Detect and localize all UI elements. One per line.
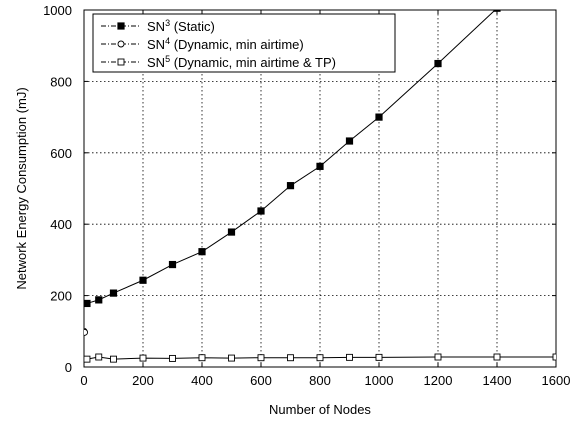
data-point <box>552 353 556 361</box>
y-tick-label: 1000 <box>43 3 72 18</box>
x-tick-label: 1600 <box>542 373 571 388</box>
legend: SN3 (Static) SN4 (Dynamic, min airtime) SN… <box>92 13 396 73</box>
legend-entry: SN4 (Dynamic, min airtime) <box>101 36 304 52</box>
data-point <box>316 162 324 170</box>
y-tick-label: 0 <box>65 360 72 375</box>
legend-box <box>92 13 396 73</box>
x-tick-label: 400 <box>191 373 213 388</box>
series-line <box>86 10 496 304</box>
data-point <box>227 228 236 236</box>
y-tick-label: 800 <box>50 74 72 89</box>
x-tick-label: 1200 <box>424 373 453 388</box>
grid <box>84 10 556 367</box>
series-3 <box>84 353 556 363</box>
data-point <box>375 113 383 121</box>
data-point <box>493 353 501 361</box>
data-point <box>286 182 295 190</box>
legend-label: SN4 (Dynamic, min airtime) <box>147 36 304 52</box>
data-point <box>139 276 147 284</box>
data-point <box>493 10 501 12</box>
axis-ticks: 0 200 400 600 800 1000 1200 1400 1600 0 200 400 600 8… <box>43 3 570 388</box>
data-point <box>375 353 383 361</box>
data-point <box>345 137 354 145</box>
data-point <box>95 353 103 361</box>
data-point <box>287 354 294 362</box>
data-point <box>168 260 177 269</box>
legend-label: SN3 (Static) <box>147 18 215 34</box>
legend-entry: SN5 (Dynamic, min airtime & TP) <box>101 54 336 70</box>
legend-marker <box>117 40 125 48</box>
y-tick-label: 200 <box>50 289 72 304</box>
y-tick-label: 400 <box>50 217 72 232</box>
data-point <box>434 353 442 361</box>
data-point <box>228 354 235 362</box>
data-point <box>110 355 117 363</box>
data-point <box>95 296 103 304</box>
data-point <box>434 59 442 68</box>
series-1 <box>84 10 501 308</box>
data-point <box>169 354 176 362</box>
data-point <box>84 299 91 308</box>
x-tick-label: 1400 <box>483 373 512 388</box>
data-point <box>139 354 147 362</box>
x-tick-label: 200 <box>132 373 154 388</box>
x-tick-label: 1000 <box>365 373 394 388</box>
data-point <box>198 248 206 256</box>
series-group <box>84 10 556 363</box>
data-point <box>109 289 118 297</box>
legend-marker <box>117 58 125 66</box>
series-2 <box>84 327 89 336</box>
y-axis-label: Network Energy Consumption (mJ) <box>14 87 29 289</box>
x-axis-label: Number of Nodes <box>269 402 371 417</box>
x-tick-label: 800 <box>309 373 331 388</box>
data-point <box>84 328 89 336</box>
data-point <box>84 355 91 363</box>
legend-label: SN5 (Dynamic, min airtime & TP) <box>147 54 336 70</box>
x-tick-label: 0 <box>80 373 87 388</box>
x-tick-label: 600 <box>250 373 272 388</box>
legend-marker <box>117 22 125 30</box>
data-point <box>257 207 265 215</box>
y-tick-label: 600 <box>50 146 72 161</box>
data-point <box>316 354 324 362</box>
data-point <box>346 353 353 361</box>
data-point <box>198 354 206 362</box>
legend-entry: SN3 (Static) <box>101 18 215 34</box>
data-point <box>257 354 265 362</box>
